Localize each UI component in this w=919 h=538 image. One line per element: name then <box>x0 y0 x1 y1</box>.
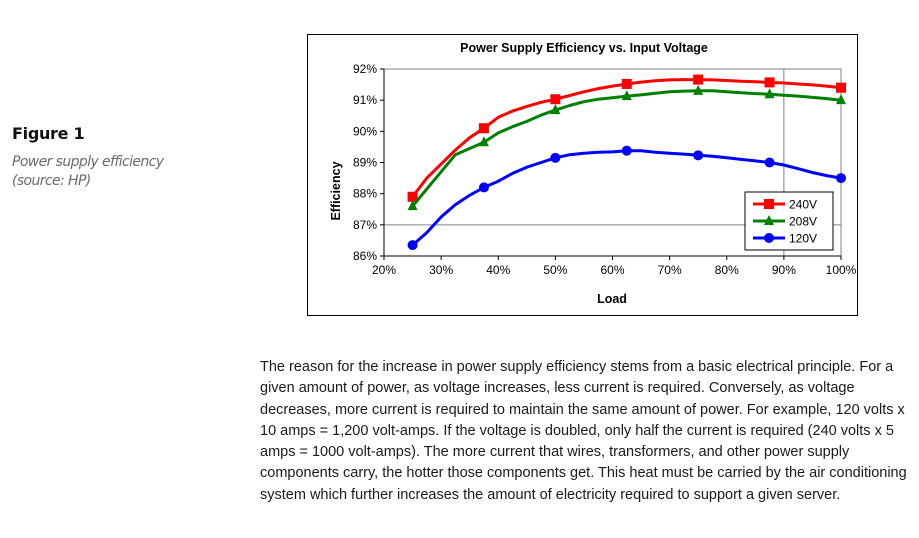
chart-frame: Power Supply Efficiency vs. Input Voltag… <box>307 34 858 316</box>
x-tick-label: 20% <box>372 263 396 277</box>
x-tick-label: 80% <box>715 263 739 277</box>
y-tick-label: 90% <box>353 124 377 138</box>
legend-marker-208v <box>764 215 774 225</box>
data-point-120v <box>764 157 775 168</box>
y-tick-label: 86% <box>353 249 377 263</box>
y-tick-label: 87% <box>353 218 377 232</box>
data-point-120v <box>621 145 632 156</box>
data-point-120v <box>836 173 846 184</box>
data-point-208v <box>478 136 489 147</box>
data-point-208v <box>693 84 704 95</box>
y-axis-label: Efficiency <box>329 161 343 220</box>
x-tick-label: 60% <box>600 263 624 277</box>
x-tick-label: 40% <box>486 263 510 277</box>
legend: 240V 208V 120V <box>744 191 834 251</box>
x-tick-label: 70% <box>658 263 682 277</box>
x-tick-label: 30% <box>429 263 453 277</box>
legend-label-240v: 240V <box>789 198 817 212</box>
body-paragraph: The reason for the increase in power sup… <box>260 359 907 503</box>
data-point-240v <box>478 123 489 134</box>
data-point-120v <box>550 152 561 163</box>
legend-label-120v: 120V <box>789 232 817 246</box>
data-point-240v <box>693 74 704 85</box>
data-point-240v <box>621 78 632 89</box>
y-tick-label: 89% <box>353 156 377 170</box>
legend-label-208v: 208V <box>789 215 817 229</box>
legend-marker-120v <box>764 233 774 243</box>
figure-description: Power supply efficiency (source: HP) <box>12 154 164 189</box>
data-point-240v <box>836 82 846 93</box>
y-tick-label: 91% <box>353 93 377 107</box>
chart-title: Power Supply Efficiency vs. Input Voltag… <box>460 41 708 55</box>
x-tick-label: 50% <box>543 263 567 277</box>
data-point-208v <box>764 88 775 99</box>
figure-caption: Figure 1 Power supply efficiency (source… <box>12 124 232 191</box>
data-point-120v <box>407 240 418 251</box>
data-point-208v <box>407 200 418 211</box>
x-tick-label: 90% <box>772 263 796 277</box>
y-tick-label: 92% <box>353 62 377 76</box>
plot-area: 86% 87% 88% 89% 90% 91% 92% 20% 30% 40% 50% 60% 70% 8… <box>353 62 857 277</box>
data-point-120v <box>693 150 704 161</box>
data-point-240v <box>407 191 418 202</box>
data-point-208v <box>621 90 632 101</box>
data-point-240v <box>764 77 775 88</box>
data-point-208v <box>550 104 561 115</box>
x-tick-label: 100% <box>826 263 857 277</box>
data-point-120v <box>478 182 489 193</box>
data-point-240v <box>550 94 561 105</box>
data-point-208v <box>836 94 846 105</box>
efficiency-chart: Power Supply Efficiency vs. Input Voltag… <box>329 41 857 306</box>
x-axis-label: Load <box>597 292 627 306</box>
legend-marker-240v <box>764 199 774 209</box>
y-tick-label: 88% <box>353 187 377 201</box>
figure-label: Figure 1 <box>12 124 85 143</box>
